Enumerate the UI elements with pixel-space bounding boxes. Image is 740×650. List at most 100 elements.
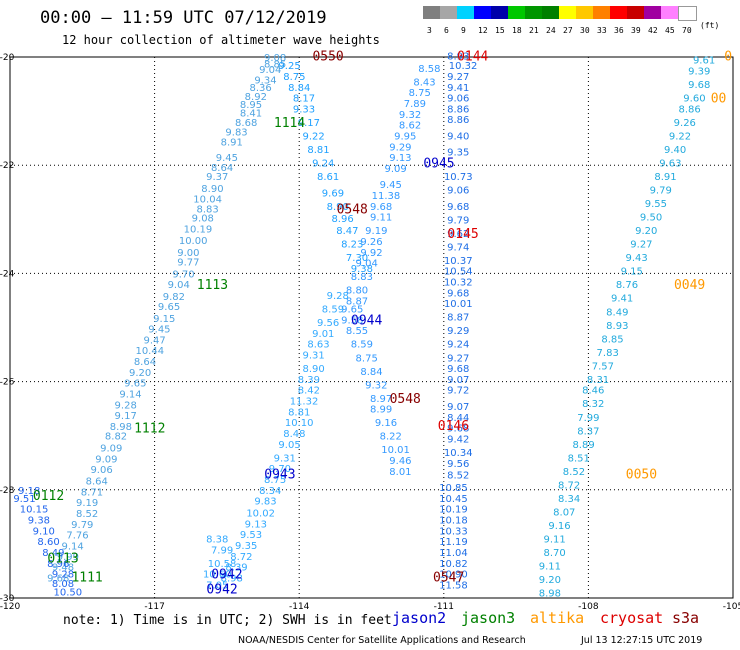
data-point: 9.45 [380, 180, 402, 191]
colorbar-units: (ft) [700, 21, 720, 30]
data-point: 8.75 [264, 475, 286, 486]
data-point: 7.99 [211, 545, 233, 556]
data-point: 11.38 [372, 191, 401, 202]
data-point: 8.39 [225, 563, 247, 574]
data-point: 9.07 [447, 402, 469, 413]
data-point: 8.72 [230, 552, 252, 563]
data-point: 9.77 [177, 257, 199, 268]
data-point: 8.90 [303, 364, 325, 375]
data-point: 9.27 [447, 353, 469, 364]
data-point: 11.32 [290, 397, 319, 408]
data-point: 9.83 [254, 497, 276, 508]
colorbar-tick-label: 27 [563, 26, 573, 35]
data-point: 10.60 [203, 570, 232, 581]
data-point: 9.41 [447, 83, 469, 94]
data-point: 8.75 [409, 88, 431, 99]
colorbar-swatch [559, 6, 576, 19]
data-point: 9.32 [399, 110, 421, 121]
data-point: 8.52 [76, 509, 98, 520]
data-point: 9.55 [645, 199, 667, 210]
data-point: 9.28 [327, 291, 349, 302]
data-point: 9.11 [544, 534, 566, 545]
data-point: 9.68 [447, 424, 469, 435]
data-point: 9.68 [447, 202, 469, 213]
data-point: 8.90 [327, 202, 349, 213]
data-point: 9.69 [322, 188, 344, 199]
data-point: 9.43 [625, 253, 647, 264]
data-point: 9.92 [360, 248, 382, 259]
data-point: 9.09 [384, 164, 406, 175]
data-point: 11.04 [439, 548, 468, 559]
colorbar-swatch [576, 6, 593, 19]
data-point: 9.40 [447, 131, 469, 142]
colorbar-tick-label: 12 [478, 26, 488, 35]
data-point: 8.91 [654, 172, 676, 183]
data-point: 9.34 [254, 76, 276, 87]
data-point: 8.23 [341, 240, 363, 251]
data-point: 10.54 [444, 267, 473, 278]
colorbar-tick-label: 21 [529, 26, 539, 35]
colorbar-tick-label: 6 [444, 26, 449, 35]
y-tick-label: -22 [0, 161, 14, 171]
data-point: 9.41 [611, 294, 633, 305]
data-point: 8.83 [196, 204, 218, 215]
data-point: 8.38 [206, 534, 228, 545]
colorbar-tick-label: 42 [648, 26, 658, 35]
data-point: 9.68 [447, 364, 469, 375]
colorbar-swatch [423, 6, 440, 19]
data-point: 9.25 [278, 61, 300, 72]
data-point: 9.27 [447, 72, 469, 83]
data-point: 8.41 [240, 109, 262, 120]
satellite-legend-altika: altika [530, 609, 585, 627]
data-point: 8.43 [413, 77, 435, 88]
colorbar-tick-label: 45 [665, 26, 675, 35]
data-point: 8.22 [380, 432, 402, 443]
data-point: 8.92 [245, 92, 267, 103]
colorbar-tick-label: 30 [580, 26, 590, 35]
data-point: 9.33 [293, 104, 315, 115]
data-point: 8.52 [563, 467, 585, 478]
data-point: 9.27 [630, 240, 652, 251]
colorbar-swatch [508, 6, 525, 19]
data-point: 10.58 [208, 559, 237, 570]
data-point: 9.16 [548, 521, 570, 532]
y-tick-label: -26 [0, 378, 15, 388]
data-point: 9.11 [370, 213, 392, 224]
track-time-label: 0547 [433, 570, 464, 585]
y-tick-label: -24 [0, 269, 15, 279]
data-point: 11.19 [439, 537, 468, 548]
data-point: 10.82 [439, 559, 468, 570]
data-point: 9.63 [659, 158, 681, 169]
data-point: 9.65 [341, 305, 363, 316]
data-point: 8.59 [351, 340, 373, 351]
track-time-label: 1114 [274, 116, 305, 131]
data-point: 8.86 [447, 104, 469, 115]
data-point: 9.01 [312, 329, 334, 340]
track-time-label: 0944 [351, 313, 382, 328]
colorbar-tick-label: 18 [512, 26, 522, 35]
data-point: 9.13 [389, 153, 411, 164]
data-point: 8.93 [606, 321, 628, 332]
data-point: 10.85 [439, 483, 468, 494]
data-point: 9.65 [124, 379, 146, 390]
data-point: 8.34 [259, 486, 281, 497]
data-point: 9.60 [683, 94, 705, 105]
track-time-label: 0145 [447, 227, 478, 242]
data-point: 9.06 [447, 94, 469, 105]
data-point: 8.49 [606, 307, 628, 318]
data-point: 9.09 [100, 444, 122, 455]
data-point: 10.33 [439, 526, 468, 537]
data-point: 8.49 [42, 548, 64, 559]
data-point: 9.15 [153, 314, 175, 325]
data-point: 10.19 [184, 224, 213, 235]
data-point: 8.17 [293, 94, 315, 105]
colorbar-tick-label: 9 [461, 26, 466, 35]
data-point: 8.75 [283, 72, 305, 83]
data-point: 9.47 [143, 335, 165, 346]
data-point: 8.52 [447, 471, 469, 482]
data-point: 8.81 [288, 407, 310, 418]
data-point: 10.32 [444, 278, 473, 289]
data-point: 8.82 [105, 432, 127, 443]
track-time-label: 0942 [211, 568, 242, 583]
